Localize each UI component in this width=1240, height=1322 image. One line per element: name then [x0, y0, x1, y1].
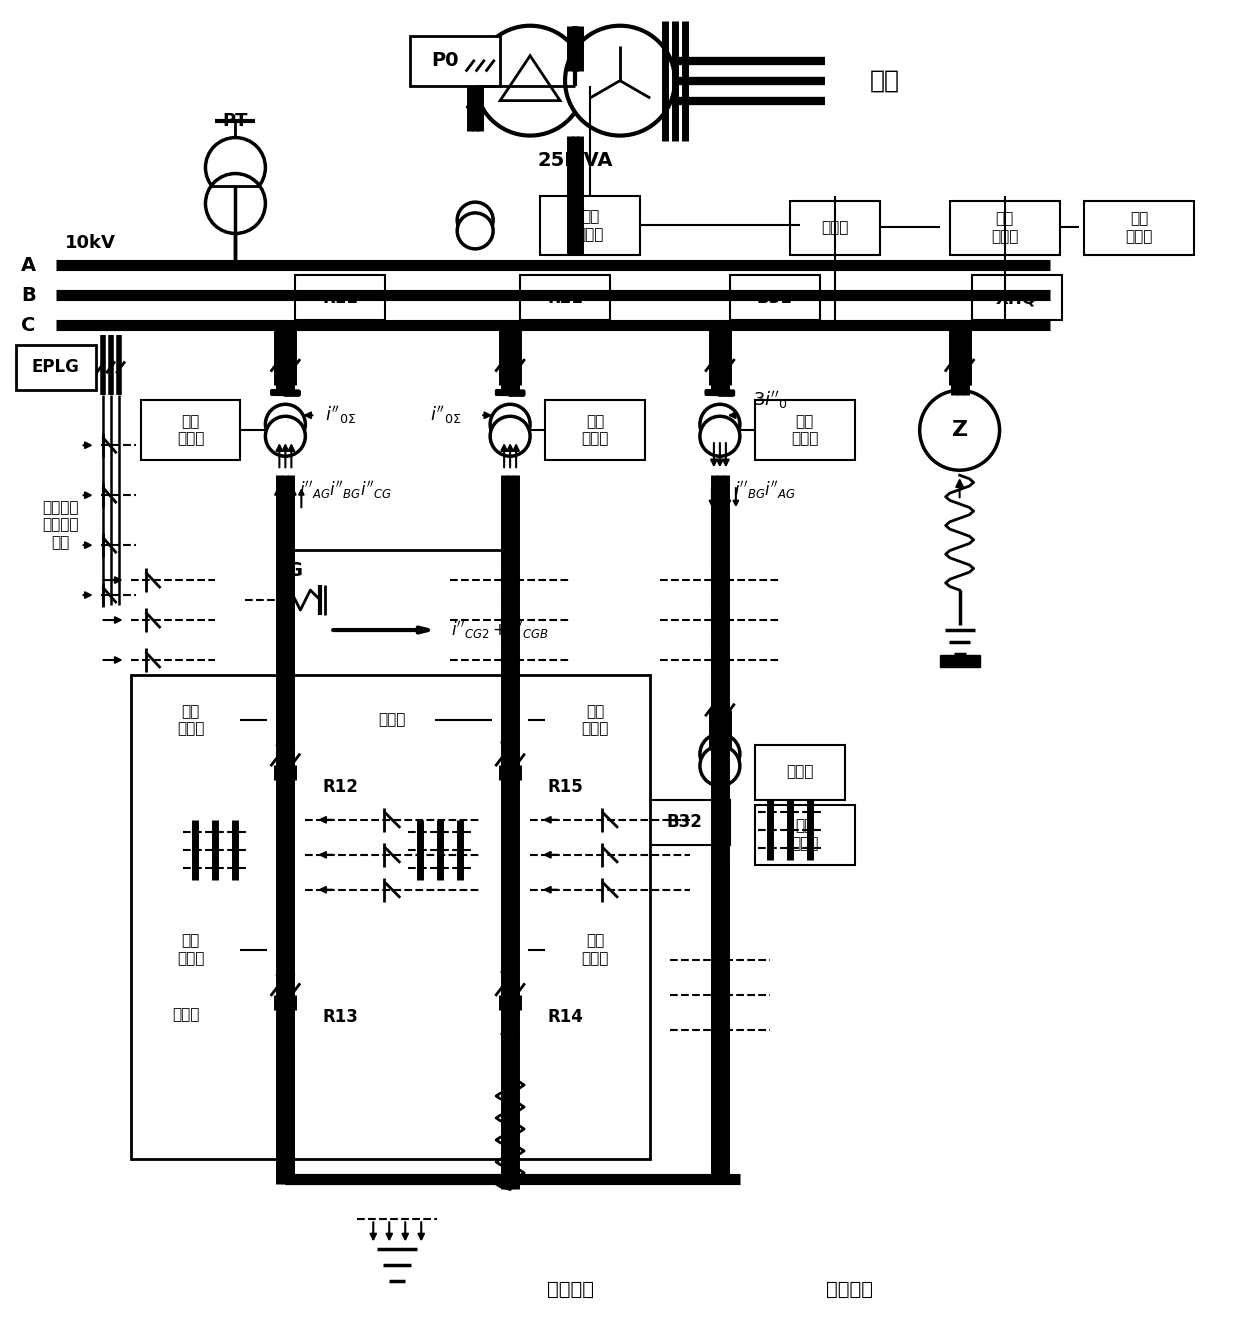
Text: 中心
通信机: 中心 通信机 [991, 212, 1018, 243]
Text: 合环线路: 合环线路 [547, 1280, 594, 1298]
Text: R15: R15 [547, 777, 583, 796]
Circle shape [490, 694, 531, 734]
Circle shape [265, 405, 305, 444]
Circle shape [265, 416, 305, 456]
Circle shape [699, 734, 740, 773]
Circle shape [458, 202, 494, 238]
Text: R12: R12 [322, 777, 358, 796]
Bar [1085, 201, 1194, 255]
Text: 等效其它
所有并联
线路: 等效其它 所有并联 线路 [42, 500, 79, 550]
Bar [140, 401, 241, 460]
Text: PT: PT [223, 111, 248, 130]
Circle shape [565, 25, 675, 136]
Bar [520, 765, 610, 810]
Text: XHQ: XHQ [996, 290, 1037, 308]
Text: $i''_{AG}i''_{BG}i''_{CG}$: $i''_{AG}i''_{BG}i''_{CG}$ [299, 479, 392, 501]
Text: 通信机: 通信机 [378, 713, 405, 727]
Text: 10kV: 10kV [66, 234, 117, 253]
Circle shape [490, 706, 531, 746]
Circle shape [490, 924, 531, 964]
Bar [140, 990, 231, 1039]
Circle shape [490, 405, 531, 444]
Bar [972, 275, 1061, 320]
Bar [140, 920, 241, 980]
Text: 接地
监测器: 接地 监测器 [791, 818, 818, 851]
Bar [546, 690, 645, 750]
Text: B31: B31 [756, 290, 792, 308]
Bar [546, 401, 645, 460]
Text: 接地
监测器: 接地 监测器 [177, 414, 205, 447]
Text: Z: Z [951, 420, 967, 440]
Circle shape [265, 706, 305, 746]
Bar [16, 345, 95, 390]
Bar [730, 275, 820, 320]
Text: R13: R13 [322, 1007, 358, 1026]
Text: $i''_{0\Sigma}$: $i''_{0\Sigma}$ [325, 405, 356, 426]
Text: 接地
监测器: 接地 监测器 [582, 703, 609, 736]
Bar [410, 36, 500, 86]
Text: 接地
监测器: 接地 监测器 [177, 933, 205, 966]
Circle shape [490, 416, 531, 456]
Circle shape [458, 213, 494, 249]
Circle shape [265, 694, 305, 734]
Circle shape [920, 390, 999, 471]
Text: B32: B32 [667, 813, 703, 830]
Text: 辐射线路: 辐射线路 [826, 1280, 873, 1298]
Bar [541, 196, 640, 255]
Bar [130, 676, 650, 1159]
Circle shape [265, 936, 305, 976]
Bar [950, 201, 1059, 255]
Bar [755, 744, 844, 800]
Bar [755, 805, 854, 865]
Bar [295, 765, 386, 810]
Bar [295, 994, 386, 1039]
Text: 通信机: 通信机 [786, 764, 813, 780]
Bar [640, 800, 730, 845]
Circle shape [206, 137, 265, 197]
Bar [520, 275, 610, 320]
Text: $i''_{BG}i''_{AG}$: $i''_{BG}i''_{AG}$ [734, 479, 796, 501]
Bar [140, 690, 241, 750]
Text: 接地
监测器: 接地 监测器 [577, 209, 604, 242]
Text: 接地
监测器: 接地 监测器 [582, 933, 609, 966]
Text: 接地
监测器: 接地 监测器 [177, 703, 205, 736]
Bar [755, 401, 854, 460]
Text: 电源: 电源 [869, 69, 900, 93]
Text: 接地
监测器: 接地 监测器 [791, 414, 818, 447]
Text: 中心
监控机: 中心 监控机 [1126, 212, 1153, 243]
Text: R11: R11 [322, 290, 358, 308]
Text: C: C [21, 316, 36, 334]
Bar [351, 690, 435, 744]
Text: 通信机: 通信机 [821, 219, 848, 235]
Text: EPLG: EPLG [32, 358, 79, 377]
Circle shape [265, 924, 305, 964]
Bar [790, 201, 879, 255]
Text: A: A [21, 256, 36, 275]
Circle shape [699, 416, 740, 456]
Text: P0: P0 [432, 52, 459, 70]
Text: R14: R14 [547, 1007, 583, 1026]
Text: 接地
监测器: 接地 监测器 [582, 414, 609, 447]
Circle shape [699, 405, 740, 444]
Circle shape [699, 746, 740, 785]
Text: R21: R21 [547, 290, 583, 308]
Text: $3i''_{0}$: $3i''_{0}$ [753, 389, 787, 411]
Text: 25MVA: 25MVA [537, 151, 613, 171]
Text: $i''_{CG2}+i''_{CGB}$: $i''_{CG2}+i''_{CGB}$ [451, 619, 549, 641]
Bar [520, 994, 610, 1039]
Bar [940, 654, 980, 668]
Circle shape [475, 25, 585, 136]
Circle shape [490, 936, 531, 976]
Bar [546, 920, 645, 980]
Text: G: G [288, 561, 304, 579]
Text: $i''_{0\Sigma}$: $i''_{0\Sigma}$ [429, 405, 461, 426]
Text: 通信机: 通信机 [172, 1007, 200, 1022]
Circle shape [206, 173, 265, 234]
Text: B: B [21, 286, 36, 305]
Bar [295, 275, 386, 320]
